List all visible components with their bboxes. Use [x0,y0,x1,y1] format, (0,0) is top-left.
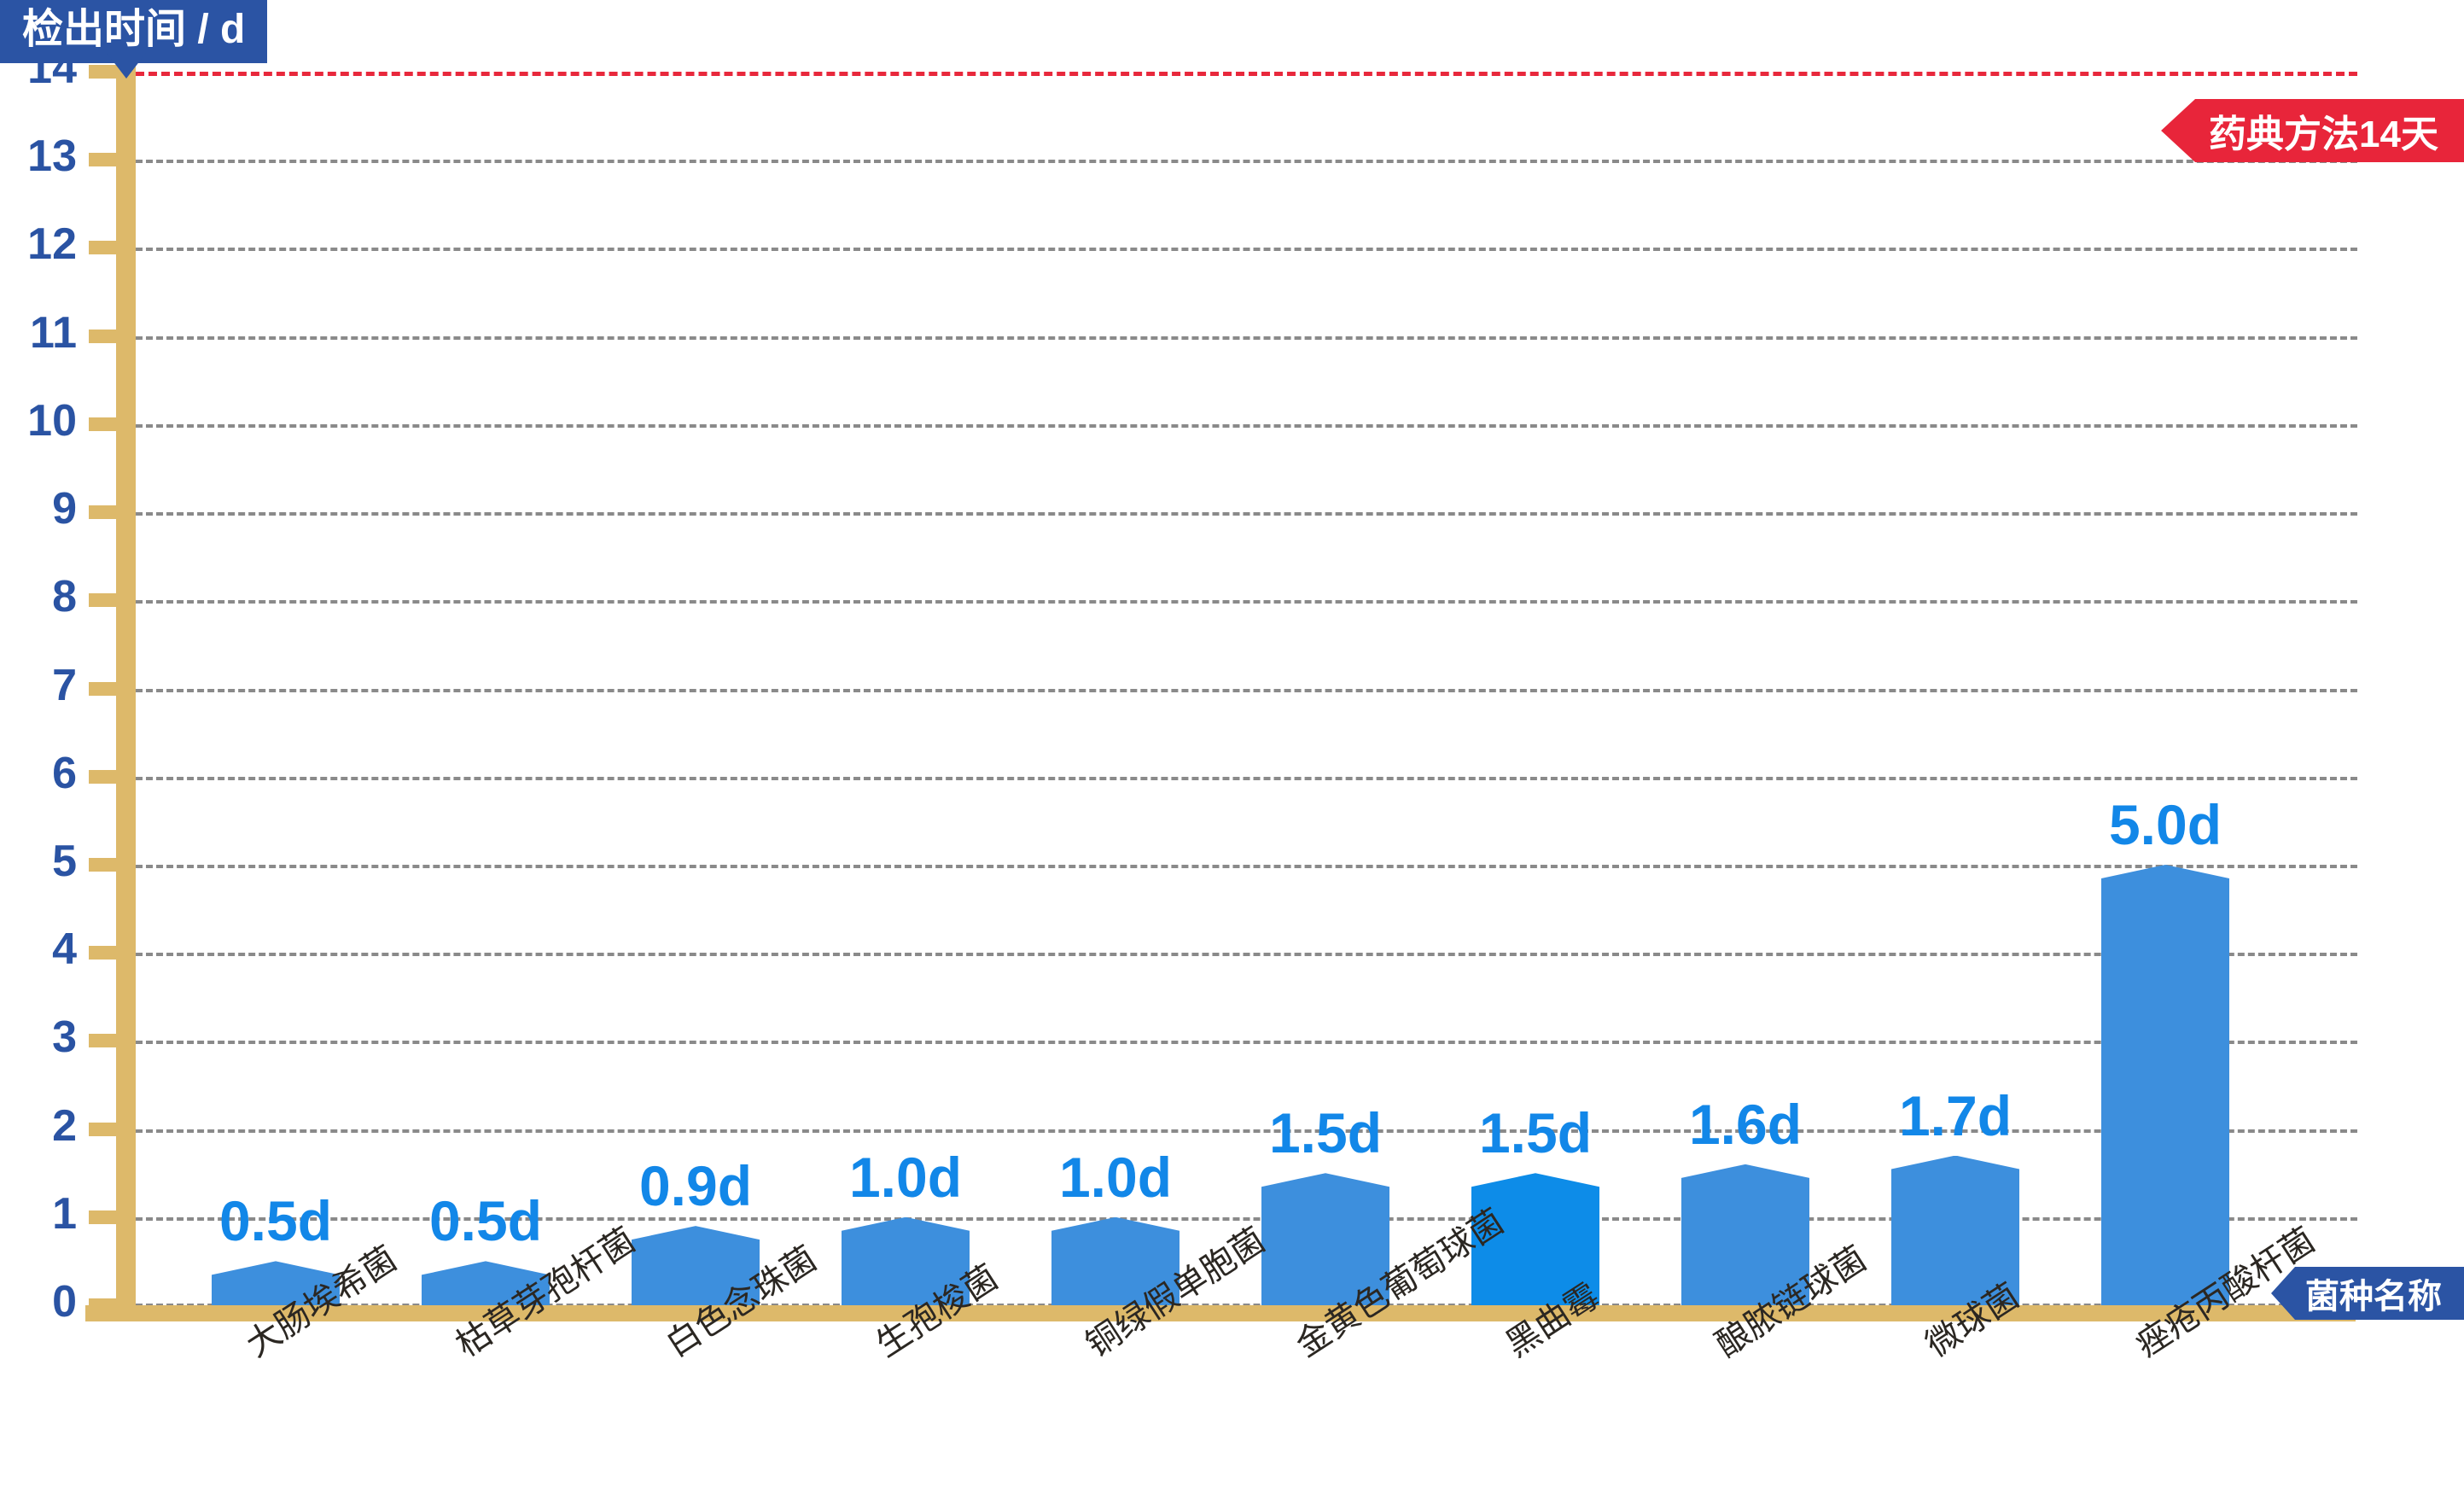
x-axis-category-label: 生孢梭菌 [869,1258,1005,1365]
x-axis-category-label: 铜绿假单胞菌 [1079,1221,1273,1365]
bar[interactable]: 1.5d [1261,1105,1389,1305]
x-axis-title: 菌种名称 [2271,1267,2464,1320]
x-axis-line [85,1305,2356,1321]
bar[interactable]: 1.6d [1681,1096,1809,1305]
bar-value-label: 5.0d [2108,792,2222,856]
bar[interactable]: 0.5d [422,1193,550,1305]
threshold-line [136,72,2357,76]
y-axis-tick-label: 1 [52,1188,77,1239]
gridline [136,1216,2357,1221]
bar-body [842,1216,970,1305]
bar-value-label: 1.5d [1478,1101,1593,1165]
y-axis-tick-label: 5 [52,836,77,886]
gridline [136,1129,2357,1133]
gridline [136,688,2357,692]
gridline [136,776,2357,780]
x-axis-category-label: 金黄色葡萄球菌 [1289,1202,1511,1365]
bar-body [2101,864,2229,1305]
gridline [136,953,2357,957]
bar[interactable]: 1.0d [1051,1149,1180,1305]
bar-value-label: 1.0d [1058,1145,1173,1209]
bar-body [1681,1164,1809,1305]
bar[interactable]: 5.0d [2101,796,2229,1305]
bar-body [632,1226,760,1305]
y-axis-title: 检出时间 / d [0,0,268,64]
bar-value-label: 0.9d [638,1154,753,1218]
y-axis-tick-label: 11 [30,307,77,358]
y-axis-tick-label: 6 [52,748,77,798]
x-axis-category-label: 枯草芽孢杆菌 [449,1221,643,1365]
y-axis-tick-label: 10 [27,395,77,446]
y-axis-tick-label: 8 [52,572,77,622]
bar[interactable]: 0.5d [212,1193,340,1305]
bar-body [1051,1216,1180,1305]
y-axis-tick-label: 4 [52,925,77,975]
bar-value-label: 1.0d [848,1145,963,1209]
bar-body [1471,1173,1599,1305]
gridline [136,248,2357,252]
bar[interactable]: 1.5d [1471,1105,1599,1305]
y-axis-tick-label: 2 [52,1100,77,1151]
x-axis-category-label: 酿脓链球菌 [1709,1240,1873,1365]
bar[interactable]: 1.0d [842,1149,970,1305]
bar[interactable]: 1.7d [1891,1088,2019,1305]
pharmacopoeia-threshold-badge: 药典方法14天 [2161,99,2464,162]
y-axis-tick-label: 13 [27,131,77,182]
bar-value-label: 0.5d [428,1189,543,1253]
bar-value-label: 1.7d [1898,1083,2013,1147]
bar-value-label: 1.6d [1688,1092,1803,1156]
gridline [136,423,2357,428]
gridline [136,600,2357,604]
x-axis-category-label: 黑曲霉 [1499,1276,1606,1365]
bar-body [1261,1173,1389,1305]
y-axis-line [116,61,136,1305]
bar-value-label: 1.5d [1268,1101,1383,1165]
x-axis-category-label: 微球菌 [1919,1276,2026,1365]
y-axis-tick-label: 0 [52,1277,77,1327]
y-axis-title-pointer-icon [107,53,146,79]
bar[interactable]: 0.9d [632,1158,760,1305]
x-axis-category-label: 大肠埃希菌 [239,1240,404,1365]
x-axis-category-label: 白色念珠菌 [659,1240,824,1365]
gridline [136,160,2357,164]
bar-body [1891,1155,2019,1305]
y-axis-tick-label: 9 [52,484,77,534]
gridline [136,864,2357,868]
y-axis-tick-label: 12 [27,219,77,270]
y-axis-tick-label: 3 [52,1012,77,1063]
gridline [136,512,2357,516]
gridline [136,1041,2357,1045]
gridline [136,335,2357,340]
y-axis-tick-label: 7 [52,660,77,710]
bar-value-label: 0.5d [218,1189,333,1253]
